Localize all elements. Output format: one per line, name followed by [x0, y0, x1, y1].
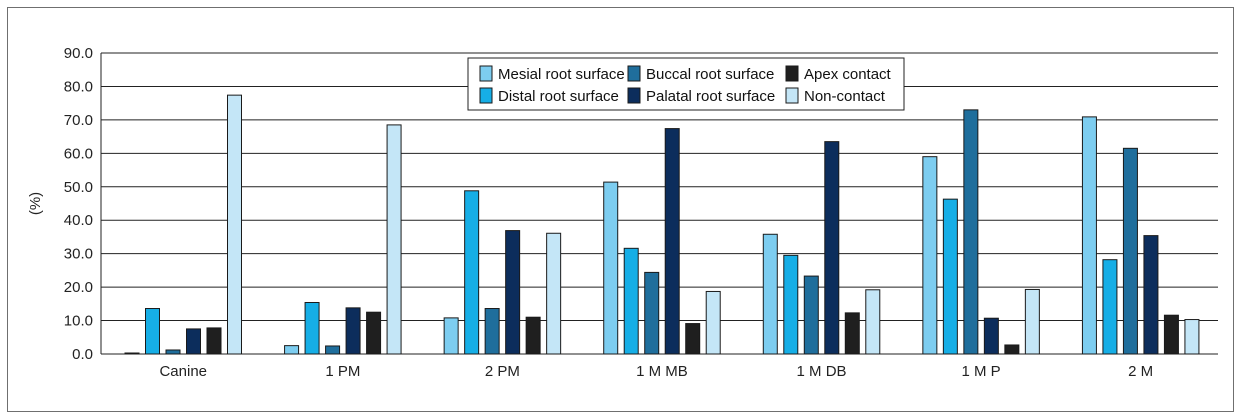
bar-distal-root-surface-1-m-mb [623, 247, 639, 355]
y-tick-label: 90.0 [64, 45, 93, 62]
bar-palatal-root-surface-2-pm [505, 230, 521, 355]
chart-frame: 0.0 10.0 20.0 30.0 40.0 50.0 60.0 70.0 80.0 90.0 … [7, 7, 1234, 412]
x-tick-label: 2 PM [485, 363, 520, 380]
legend-swatch [627, 65, 641, 82]
bar-non-contact-1-m-p [1024, 288, 1040, 355]
bar-apex-contact-2-m [1163, 314, 1179, 355]
bar-distal-root-surface-1-m-db [783, 254, 799, 355]
y-tick-labels: 0.0 10.0 20.0 30.0 40.0 50.0 60.0 70.0 80.0 90.0 [64, 45, 93, 363]
bar-distal-root-surface-1-m-p [942, 198, 958, 355]
bar-distal-root-surface-canine [145, 308, 160, 355]
bar-palatal-root-surface-1-m-mb [664, 128, 680, 355]
x-tick-labels: Canine 1 PM 2 PM 1 M MB 1 M DB 1 M P 2 M [159, 363, 1153, 380]
bar-apex-contact-1-m-p [1004, 344, 1020, 355]
legend: Mesial root surface Buccal root surface Ap… [467, 57, 905, 111]
legend-swatch [785, 65, 799, 82]
bar-apex-contact-1-pm [366, 311, 382, 355]
bar-buccal-root-surface-1-m-p [963, 109, 979, 355]
bar-distal-root-surface-1-pm [304, 301, 320, 355]
bar-buccal-root-surface-canine [165, 349, 181, 355]
y-tick-label: 70.0 [64, 112, 93, 129]
legend-label: Distal root surface [498, 88, 619, 105]
bar-palatal-root-surface-2-m [1143, 235, 1159, 355]
bar-non-contact-2-pm [546, 232, 562, 355]
bar-mesial-root-surface-2-m [1081, 116, 1097, 355]
legend-swatch [627, 87, 641, 104]
y-tick-label: 40.0 [64, 212, 93, 229]
legend-box [467, 57, 905, 111]
bar-distal-root-surface-2-pm [464, 190, 480, 355]
bar-palatal-root-surface-1-m-p [983, 317, 999, 355]
bar-non-contact-1-m-mb [705, 290, 721, 355]
bar-apex-contact-2-pm [525, 316, 541, 355]
bar-mesial-root-surface-1-m-mb [603, 181, 619, 355]
bar-mesial-root-surface-1-m-db [762, 233, 778, 355]
bar-palatal-root-surface-1-m-db [824, 141, 840, 355]
x-tick-label: 2 M [1128, 363, 1153, 380]
legend-swatch [479, 87, 493, 104]
legend-label: Mesial root surface [498, 66, 625, 83]
bar-buccal-root-surface-1-m-mb [644, 271, 660, 355]
bar-mesial-root-surface-canine [124, 352, 140, 355]
legend-label: Non-contact [804, 88, 886, 105]
bars [124, 94, 1200, 355]
y-tick-label: 30.0 [64, 246, 93, 263]
bar-non-contact-1-m-db [865, 289, 881, 355]
legend-label: Apex contact [804, 66, 892, 83]
bar-mesial-root-surface-1-m-p [922, 156, 938, 355]
bar-non-contact-2-m [1184, 319, 1200, 355]
y-axis-title: (%) [27, 192, 44, 215]
bar-non-contact-1-pm [386, 124, 402, 355]
bar-apex-contact-1-m-db [844, 312, 860, 355]
legend-swatch [785, 87, 799, 104]
bar-apex-contact-1-m-mb [685, 323, 701, 355]
x-tick-label: 1 M P [962, 363, 1001, 380]
y-tick-label: 20.0 [64, 279, 93, 296]
bar-palatal-root-surface-1-pm [345, 307, 361, 355]
x-tick-label: Canine [159, 363, 207, 380]
legend-label: Palatal root surface [646, 88, 775, 105]
legend-label: Buccal root surface [646, 66, 774, 83]
bar-buccal-root-surface-2-pm [484, 308, 500, 355]
bar-buccal-root-surface-1-pm [325, 345, 341, 355]
x-tick-label: 1 M MB [636, 363, 688, 380]
y-tick-label: 60.0 [64, 145, 93, 162]
bar-mesial-root-surface-2-pm [443, 317, 459, 355]
x-tick-label: 1 PM [325, 363, 360, 380]
x-tick-label: 1 M DB [797, 363, 847, 380]
bar-palatal-root-surface-canine [186, 328, 201, 355]
bar-mesial-root-surface-1-pm [284, 345, 300, 355]
legend-swatch [479, 65, 493, 82]
y-tick-label: 10.0 [64, 313, 93, 330]
bar-non-contact-canine [227, 94, 242, 355]
y-tick-label: 0.0 [72, 346, 93, 363]
bar-buccal-root-surface-1-m-db [803, 275, 819, 355]
y-tick-label: 80.0 [64, 78, 93, 95]
bar-distal-root-surface-2-m [1102, 259, 1118, 355]
bar-buccal-root-surface-2-m [1122, 147, 1138, 355]
bar-apex-contact-canine [206, 327, 222, 355]
bar-chart: 0.010.020.030.040.050.060.070.080.090.0 … [27, 45, 1218, 380]
y-tick-label: 50.0 [64, 179, 93, 196]
